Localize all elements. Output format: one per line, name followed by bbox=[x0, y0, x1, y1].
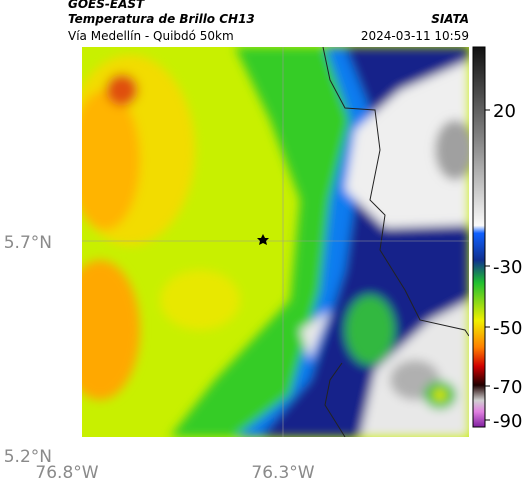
latitude-label: 5.7°N bbox=[4, 233, 52, 253]
longitude-label: 76.8°W bbox=[35, 463, 98, 483]
source: SIATA bbox=[431, 12, 469, 26]
colorbar bbox=[472, 46, 486, 428]
colorbar-tick-label: 20 bbox=[493, 101, 516, 122]
route: Vía Medellín - Quibdó 50km bbox=[68, 29, 234, 43]
colorbar-tick-label: -30 bbox=[493, 257, 522, 278]
colorbar-tick-label: -70 bbox=[493, 377, 522, 398]
product-title: Temperatura de Brillo CH13 bbox=[68, 12, 255, 26]
colorbar-tick-label: -50 bbox=[493, 318, 522, 339]
colorbar-tick-label: -90 bbox=[493, 411, 522, 432]
colorbar-ticks: 20 -30 -50 -70 -90 bbox=[485, 101, 522, 432]
timestamp: 2024-03-11 10:59 bbox=[361, 29, 469, 43]
longitude-label: 76.3°W bbox=[251, 463, 314, 483]
satellite-image bbox=[82, 47, 469, 437]
satellite-name: GOES-EAST bbox=[68, 0, 145, 11]
latitude-label: 5.2°N bbox=[4, 447, 52, 467]
